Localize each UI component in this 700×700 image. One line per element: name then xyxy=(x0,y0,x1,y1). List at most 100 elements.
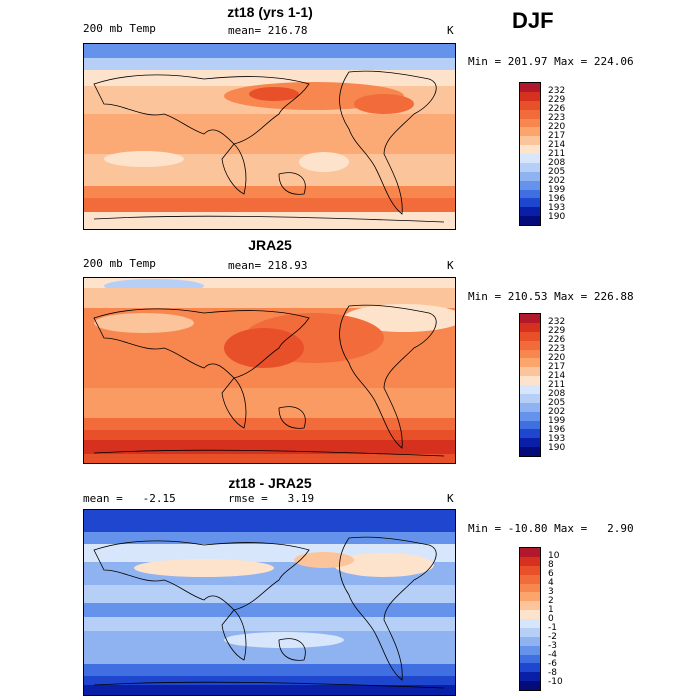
colorbar-tick-label: 193 xyxy=(548,203,566,213)
colorbar-swatch xyxy=(520,100,540,110)
colorbar-tick-label: 0 xyxy=(548,614,554,624)
colorbar-tick-label: 10 xyxy=(548,551,560,561)
colorbar-tick-label: 229 xyxy=(548,95,566,105)
colorbar-tick-label: -3 xyxy=(548,641,557,651)
colorbar-tick-label: 202 xyxy=(548,176,566,186)
colorbar-swatch xyxy=(520,583,540,593)
panel-3-map-field xyxy=(84,510,455,695)
panel-1-variable-label: 200 mb Temp xyxy=(83,22,156,35)
panel-2-colorbar xyxy=(519,313,541,457)
colorbar-swatch xyxy=(520,420,540,430)
colorbar-swatch xyxy=(520,592,540,602)
colorbar-tick-label: 196 xyxy=(548,194,566,204)
panel-3-title: zt18 - JRA25 xyxy=(228,475,312,491)
colorbar-swatch xyxy=(520,402,540,412)
colorbar-tick-label: 190 xyxy=(548,443,566,453)
colorbar-tick-label: -2 xyxy=(548,632,557,642)
colorbar-tick-label: -6 xyxy=(548,659,557,669)
colorbar-tick-label: 226 xyxy=(548,335,566,345)
colorbar-swatch xyxy=(520,198,540,208)
colorbar-swatch xyxy=(520,663,540,673)
colorbar-swatch xyxy=(520,331,540,341)
season-label: DJF xyxy=(512,8,554,33)
panel-2-mean-label: mean= 218.93 xyxy=(228,259,308,272)
colorbar-tick-label: 190 xyxy=(548,212,566,222)
colorbar-swatch xyxy=(520,314,540,323)
colorbar-swatch xyxy=(520,627,540,637)
colorbar-tick-label: 3 xyxy=(548,587,554,597)
colorbar-swatch xyxy=(520,162,540,172)
panel-2-minmax: Min = 210.53 Max = 226.88 xyxy=(468,290,634,303)
colorbar-swatch xyxy=(520,216,540,225)
panel-1-title: zt18 (yrs 1-1) xyxy=(227,4,313,20)
panel-2-map xyxy=(83,277,456,464)
colorbar-tick-label: 220 xyxy=(548,122,566,132)
colorbar-swatch xyxy=(520,189,540,199)
colorbar-swatch xyxy=(520,207,540,217)
colorbar-tick-label: 208 xyxy=(548,158,566,168)
colorbar-swatch xyxy=(520,610,540,619)
colorbar-tick-label: 217 xyxy=(548,131,566,141)
colorbar-tick-label: 229 xyxy=(548,326,566,336)
colorbar-tick-label: 211 xyxy=(548,380,566,390)
colorbar-swatch xyxy=(520,127,540,137)
colorbar-swatch xyxy=(520,154,540,163)
colorbar-swatch xyxy=(520,145,540,154)
colorbar-swatch xyxy=(520,180,540,190)
colorbar-swatch xyxy=(520,548,540,557)
colorbar-tick-label: 199 xyxy=(548,185,566,195)
panel-3-map xyxy=(83,509,456,696)
colorbar-tick-label: 232 xyxy=(548,317,566,327)
panel-1-map xyxy=(83,43,456,230)
colorbar-swatch xyxy=(520,171,540,181)
colorbar-swatch xyxy=(520,565,540,575)
colorbar-swatch xyxy=(520,376,540,385)
colorbar-swatch xyxy=(520,645,540,655)
panel-1-colorbar xyxy=(519,82,541,226)
colorbar-tick-label: 202 xyxy=(548,407,566,417)
panel-1-map-field xyxy=(84,44,455,229)
colorbar-swatch xyxy=(520,367,540,377)
colorbar-tick-label: 223 xyxy=(548,344,566,354)
colorbar-tick-label: 205 xyxy=(548,398,566,408)
colorbar-tick-label: 208 xyxy=(548,389,566,399)
colorbar-tick-label: 220 xyxy=(548,353,566,363)
colorbar-tick-label: 199 xyxy=(548,416,566,426)
colorbar-swatch xyxy=(520,358,540,368)
panel-3-colorbar xyxy=(519,547,541,691)
colorbar-swatch xyxy=(520,438,540,448)
panel-3-mean-label: mean = -2.15 xyxy=(83,492,176,505)
colorbar-swatch xyxy=(520,411,540,421)
panel-3-unit-label: K xyxy=(447,492,454,505)
colorbar-swatch xyxy=(520,619,540,628)
colorbar-tick-label: 214 xyxy=(548,140,566,150)
colorbar-tick-label: 8 xyxy=(548,560,554,570)
colorbar-tick-label: -1 xyxy=(548,623,557,633)
colorbar-swatch xyxy=(520,681,540,690)
colorbar-swatch xyxy=(520,447,540,456)
panel-2-variable-label: 200 mb Temp xyxy=(83,257,156,270)
colorbar-tick-label: -10 xyxy=(548,677,563,687)
colorbar-swatch xyxy=(520,83,540,92)
panel-1-unit-label: K xyxy=(447,24,454,37)
colorbar-tick-label: 2 xyxy=(548,596,554,606)
panel-2-title: JRA25 xyxy=(248,237,292,253)
colorbar-swatch xyxy=(520,393,540,403)
colorbar-tick-label: 6 xyxy=(548,569,554,579)
colorbar-tick-label: 4 xyxy=(548,578,554,588)
colorbar-swatch xyxy=(520,340,540,350)
colorbar-tick-label: 193 xyxy=(548,434,566,444)
colorbar-swatch xyxy=(520,556,540,566)
colorbar-swatch xyxy=(520,574,540,584)
panel-1-mean-label: mean= 216.78 xyxy=(228,24,308,37)
colorbar-swatch xyxy=(520,429,540,439)
colorbar-swatch xyxy=(520,349,540,359)
colorbar-swatch xyxy=(520,109,540,119)
colorbar-tick-label: 205 xyxy=(548,167,566,177)
colorbar-tick-label: -4 xyxy=(548,650,557,660)
colorbar-tick-label: -8 xyxy=(548,668,557,678)
colorbar-swatch xyxy=(520,91,540,101)
panel-3-rmse-label: rmse = 3.19 xyxy=(228,492,315,505)
colorbar-swatch xyxy=(520,601,540,611)
panel-1-minmax: Min = 201.97 Max = 224.06 xyxy=(468,55,634,68)
